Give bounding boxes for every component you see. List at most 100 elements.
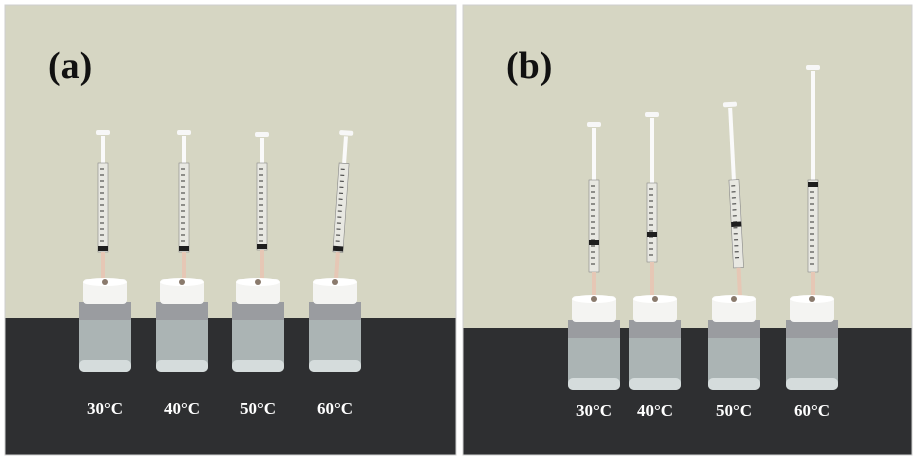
cap-hole: [102, 279, 108, 285]
syringe-plunger: [101, 136, 105, 169]
temperature-label: 50°C: [240, 399, 276, 418]
syringe-needle-hub: [650, 262, 654, 302]
syringe-plunger: [811, 71, 815, 186]
wall-background: [463, 5, 912, 328]
syringe-barrel: [178, 162, 190, 253]
panel-border: [4, 4, 457, 456]
temperature-label: 60°C: [317, 399, 353, 418]
vial-sediment: [708, 378, 760, 390]
vial-syringe-assembly: 30°C: [79, 130, 131, 418]
syringe-needle-hub: [592, 272, 596, 302]
vial-syringe-assembly: 50°C: [708, 101, 760, 420]
plunger-seal: [589, 240, 599, 245]
cap-hole: [255, 279, 261, 285]
syringe: [332, 130, 354, 286]
plunger-head: [587, 122, 601, 127]
temperature-label: 60°C: [794, 401, 830, 420]
plunger-seal: [647, 232, 657, 237]
plunger-head: [806, 65, 820, 70]
wall-background: [5, 5, 456, 318]
syringe-plunger: [341, 136, 348, 170]
plunger-seal: [179, 246, 189, 251]
white-cap: [633, 296, 677, 322]
glass-vial: [786, 322, 838, 390]
vial-syringe-assembly: 40°C: [629, 112, 681, 420]
syringe-needle-hub: [101, 252, 105, 285]
vial-syringe-assembly: 60°C: [309, 130, 361, 418]
plunger-head: [339, 130, 354, 136]
tape-seal: [232, 302, 284, 320]
vial-syringe-assembly: 50°C: [232, 132, 284, 418]
syringe-barrel: [97, 162, 109, 253]
plunger-head: [96, 130, 110, 135]
syringe: [645, 112, 659, 302]
syringe: [806, 65, 820, 302]
vial-sediment: [309, 360, 361, 372]
cap-hole: [731, 296, 737, 302]
vial-sediment: [79, 360, 131, 372]
glass-vial: [629, 322, 681, 390]
vial-syringe-assembly: 30°C: [568, 122, 620, 420]
tape-seal: [568, 320, 620, 338]
plunger-head: [722, 101, 737, 108]
plunger-seal: [98, 246, 108, 251]
tape-seal: [79, 302, 131, 320]
syringe: [587, 122, 601, 302]
tape-seal: [786, 320, 838, 338]
tape-seal: [629, 320, 681, 338]
vial-syringe-assembly: 60°C: [786, 65, 838, 420]
glass-vial: [708, 322, 760, 390]
plunger-head: [177, 130, 191, 135]
temperature-label: 30°C: [576, 401, 612, 420]
syringe-plunger: [182, 136, 186, 169]
vial-syringe-assembly: 40°C: [156, 130, 208, 418]
temperature-label: 40°C: [164, 399, 200, 418]
vial-sediment: [786, 378, 838, 390]
panel-b: (b) 30°C 40°C 50°C 60°C: [462, 4, 913, 456]
glass-vial: [309, 304, 361, 372]
syringe-plunger: [592, 128, 596, 186]
panel-label: (b): [506, 45, 552, 87]
cap-hole: [591, 296, 597, 302]
cap-hole: [652, 296, 658, 302]
plunger-head: [645, 112, 659, 117]
glass-vial: [156, 304, 208, 372]
syringe-needle-hub: [736, 267, 743, 302]
syringe-plunger: [728, 107, 737, 186]
plunger-seal: [808, 182, 818, 187]
syringe-needle-hub: [333, 251, 340, 286]
vial-sediment: [568, 378, 620, 390]
plunger-seal: [731, 221, 742, 228]
lab-bench: [5, 318, 456, 455]
cap-hole: [332, 279, 338, 285]
cap-hole: [179, 279, 185, 285]
glass-vial: [79, 304, 131, 372]
plunger-head: [255, 132, 269, 137]
syringe: [255, 132, 269, 285]
vial-sediment: [232, 360, 284, 372]
plunger-seal: [332, 245, 344, 252]
white-cap: [712, 296, 756, 322]
panel-label: (a): [48, 45, 92, 87]
tape-seal: [309, 302, 361, 320]
temperature-label: 50°C: [716, 401, 752, 420]
vial-sediment: [629, 378, 681, 390]
white-cap: [572, 296, 616, 322]
panel-a: (a) 30°C 40°C 50°C 60°C: [4, 4, 457, 456]
syringe-needle-hub: [811, 272, 815, 302]
syringe-plunger: [260, 138, 264, 169]
white-cap: [790, 296, 834, 322]
syringe: [96, 130, 110, 285]
syringe: [177, 130, 191, 285]
glass-vial: [232, 304, 284, 372]
glass-vial: [568, 322, 620, 390]
temperature-label: 40°C: [637, 401, 673, 420]
panel-border: [462, 4, 913, 456]
cap-hole: [809, 296, 815, 302]
syringe: [722, 101, 744, 302]
syringe-plunger: [650, 118, 654, 189]
syringe-needle-hub: [260, 250, 264, 285]
syringe-barrel: [256, 162, 268, 251]
plunger-seal: [257, 244, 267, 249]
